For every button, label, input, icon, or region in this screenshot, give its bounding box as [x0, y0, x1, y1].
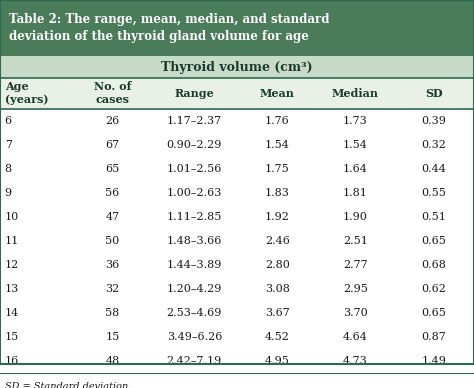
Text: 3.67: 3.67: [265, 308, 290, 318]
Text: 3.49–6.26: 3.49–6.26: [167, 332, 222, 342]
Text: 2.51: 2.51: [343, 236, 368, 246]
Text: 1.20–4.29: 1.20–4.29: [167, 284, 222, 294]
Text: 1.44–3.89: 1.44–3.89: [167, 260, 222, 270]
Text: 4.73: 4.73: [343, 356, 368, 366]
Text: 6: 6: [5, 116, 12, 126]
Text: 1.01–2.56: 1.01–2.56: [167, 164, 222, 174]
Text: 15: 15: [5, 332, 19, 342]
Text: 0.32: 0.32: [421, 140, 446, 150]
Text: 48: 48: [105, 356, 120, 366]
Text: 4.52: 4.52: [265, 332, 290, 342]
Text: 67: 67: [106, 140, 119, 150]
Text: 0.51: 0.51: [421, 212, 446, 222]
Text: 1.49: 1.49: [421, 356, 446, 366]
Text: 2.46: 2.46: [265, 236, 290, 246]
Text: 1.48–3.66: 1.48–3.66: [167, 236, 222, 246]
FancyBboxPatch shape: [0, 133, 474, 157]
Text: Thyroid volume (cm³): Thyroid volume (cm³): [161, 61, 313, 74]
FancyBboxPatch shape: [0, 0, 474, 57]
Text: 8: 8: [5, 164, 12, 174]
Text: 1.54: 1.54: [343, 140, 368, 150]
Text: SD: SD: [425, 88, 443, 99]
Text: 50: 50: [105, 236, 120, 246]
FancyBboxPatch shape: [0, 109, 474, 133]
Text: Median: Median: [332, 88, 379, 99]
FancyBboxPatch shape: [0, 181, 474, 205]
Text: 0.65: 0.65: [421, 308, 446, 318]
Text: 0.90–2.29: 0.90–2.29: [167, 140, 222, 150]
Text: SD = Standard deviation.: SD = Standard deviation.: [5, 382, 131, 388]
FancyBboxPatch shape: [0, 229, 474, 253]
FancyBboxPatch shape: [0, 277, 474, 301]
FancyBboxPatch shape: [0, 157, 474, 181]
FancyBboxPatch shape: [0, 253, 474, 277]
Text: 2.53–4.69: 2.53–4.69: [167, 308, 222, 318]
Text: No. of
cases: No. of cases: [94, 81, 131, 105]
Text: 0.44: 0.44: [421, 164, 446, 174]
Text: 0.55: 0.55: [421, 188, 446, 198]
Text: 13: 13: [5, 284, 19, 294]
Text: 3.70: 3.70: [343, 308, 368, 318]
Text: 7: 7: [5, 140, 12, 150]
Text: 15: 15: [105, 332, 120, 342]
FancyBboxPatch shape: [0, 349, 474, 373]
Text: 1.64: 1.64: [343, 164, 368, 174]
Text: 26: 26: [105, 116, 120, 126]
FancyBboxPatch shape: [0, 57, 474, 78]
Text: 1.83: 1.83: [265, 188, 290, 198]
Text: 2.80: 2.80: [265, 260, 290, 270]
Text: Table 2: The range, mean, median, and standard
deviation of the thyroid gland vo: Table 2: The range, mean, median, and st…: [9, 13, 330, 43]
Text: 1.00–2.63: 1.00–2.63: [167, 188, 222, 198]
Text: 1.17–2.37: 1.17–2.37: [167, 116, 222, 126]
Text: 3.08: 3.08: [265, 284, 290, 294]
Text: Range: Range: [174, 88, 214, 99]
Text: 47: 47: [106, 212, 119, 222]
Text: 32: 32: [105, 284, 120, 294]
Text: 0.65: 0.65: [421, 236, 446, 246]
Text: Age
(years): Age (years): [5, 81, 48, 105]
Text: 14: 14: [5, 308, 19, 318]
Text: 2.95: 2.95: [343, 284, 368, 294]
Text: 1.11–2.85: 1.11–2.85: [167, 212, 222, 222]
Text: 1.73: 1.73: [343, 116, 368, 126]
Text: 0.87: 0.87: [421, 332, 446, 342]
FancyBboxPatch shape: [0, 205, 474, 229]
Text: 12: 12: [5, 260, 19, 270]
Text: 10: 10: [5, 212, 19, 222]
Text: Mean: Mean: [260, 88, 295, 99]
FancyBboxPatch shape: [0, 325, 474, 349]
Text: 0.39: 0.39: [421, 116, 446, 126]
Text: 0.68: 0.68: [421, 260, 446, 270]
Text: 2.77: 2.77: [343, 260, 368, 270]
Text: 1.76: 1.76: [265, 116, 290, 126]
Text: 11: 11: [5, 236, 19, 246]
Text: 0.62: 0.62: [421, 284, 446, 294]
Text: 4.64: 4.64: [343, 332, 368, 342]
Text: 16: 16: [5, 356, 19, 366]
FancyBboxPatch shape: [0, 301, 474, 325]
Text: 1.75: 1.75: [265, 164, 290, 174]
Text: 58: 58: [105, 308, 120, 318]
Text: 4.95: 4.95: [265, 356, 290, 366]
Text: 1.54: 1.54: [265, 140, 290, 150]
Text: 36: 36: [105, 260, 120, 270]
Text: 65: 65: [105, 164, 120, 174]
Text: 56: 56: [105, 188, 120, 198]
Text: 1.90: 1.90: [343, 212, 368, 222]
FancyBboxPatch shape: [0, 78, 474, 109]
Text: 1.81: 1.81: [343, 188, 368, 198]
Text: 9: 9: [5, 188, 12, 198]
Text: 2.42–7.19: 2.42–7.19: [167, 356, 222, 366]
Text: 1.92: 1.92: [265, 212, 290, 222]
